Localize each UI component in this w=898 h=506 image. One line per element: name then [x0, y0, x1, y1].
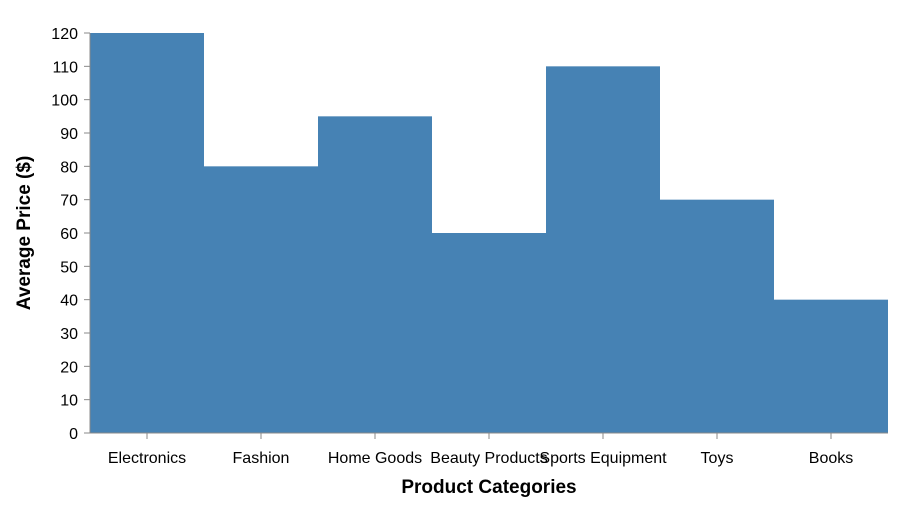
y-tick-label: 10 — [60, 393, 78, 410]
y-tick-label: 20 — [60, 359, 78, 376]
x-axis-title: Product Categories — [401, 477, 576, 498]
bar-fashion — [204, 166, 318, 434]
bar-electronics — [90, 33, 204, 433]
y-tick-label: 120 — [51, 26, 78, 43]
x-tick-label: Beauty Products — [430, 450, 547, 467]
y-tick-label: 50 — [60, 259, 78, 276]
bar-books — [774, 299, 888, 433]
y-tick-label: 30 — [60, 326, 78, 343]
x-tick-label: Fashion — [233, 450, 290, 467]
y-axis-title: Average Price ($) — [14, 156, 35, 311]
y-tick-label: 40 — [60, 293, 78, 310]
x-tick-label: Books — [809, 450, 853, 467]
y-tick-label: 0 — [69, 426, 78, 443]
y-tick-label: 70 — [60, 193, 78, 210]
x-axis: Electronics Fashion Home Goods Beauty Produ… — [90, 432, 888, 467]
bar-sports-equipment — [546, 66, 660, 433]
y-tick-label: 110 — [52, 59, 78, 76]
y-tick-label: 90 — [60, 126, 78, 143]
y-tick-label: 60 — [60, 226, 78, 243]
bars-group — [90, 33, 888, 434]
y-tick-label: 80 — [60, 159, 78, 176]
x-tick-label: Home Goods — [328, 450, 422, 467]
x-tick-label: Toys — [701, 450, 734, 467]
y-tick-label: 100 — [51, 93, 78, 110]
x-tick-label: Sports Equipment — [539, 450, 667, 467]
bar-toys — [660, 199, 774, 433]
y-axis: 0 10 20 30 40 50 60 70 80 90 100 110 120 — [51, 26, 91, 443]
x-tick-label: Electronics — [108, 450, 186, 467]
bar-beauty-products — [432, 233, 546, 433]
bar-home-goods — [318, 116, 432, 433]
